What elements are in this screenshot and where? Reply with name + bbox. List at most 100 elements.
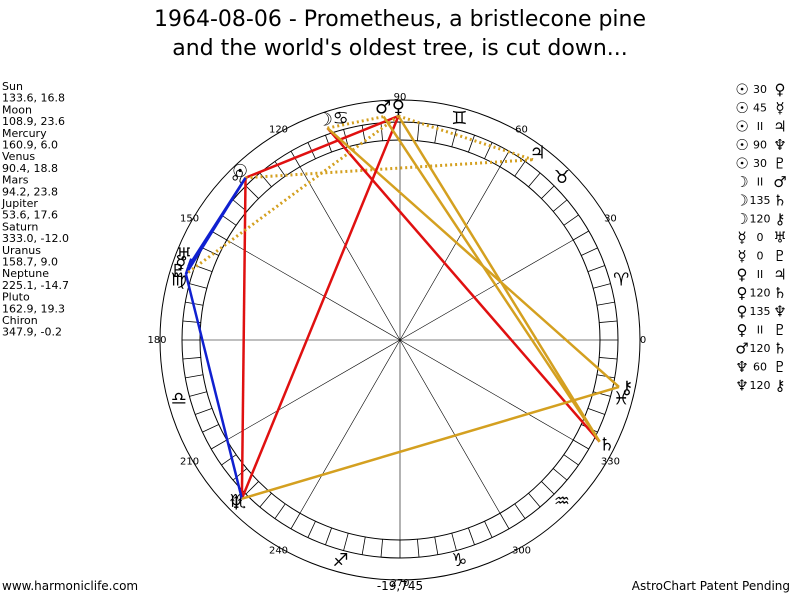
aspect-line <box>397 115 601 443</box>
aspect-line <box>245 114 399 179</box>
planet-glyph: ⚷ <box>620 378 633 399</box>
ring-tick <box>541 481 555 495</box>
ring-tick <box>259 492 272 508</box>
aspect-planet: ⚷ <box>775 210 786 228</box>
ring-tick <box>587 265 605 272</box>
ring-tick <box>380 539 383 558</box>
zodiac-sign: ♉ <box>554 167 570 188</box>
planet-coords: 225.1, -14.7 <box>2 279 69 292</box>
aspect-planet: ♆ <box>735 358 748 376</box>
planet-name: Sun <box>2 80 23 93</box>
zodiac-sign: ♋ <box>333 108 349 129</box>
planet-coords: 90.4, 18.8 <box>2 162 58 175</box>
title-line: and the world's oldest tree, is cut down… <box>172 36 628 61</box>
aspect-line <box>326 127 620 388</box>
planet-name: Uranus <box>2 244 41 257</box>
ring-tick <box>514 161 526 177</box>
aspect-planet: ♄ <box>773 340 786 358</box>
ring-tick <box>484 521 493 538</box>
spoke <box>299 339 401 514</box>
ring-tick <box>343 533 349 551</box>
aspect-line <box>184 177 247 275</box>
aspect-planet: ⚷ <box>775 377 786 395</box>
zodiac-sign: ♈ <box>613 270 629 291</box>
aspect-planet: ♆ <box>773 303 786 321</box>
planet-coords: 162.9, 19.3 <box>2 302 65 315</box>
planet-coords: 347.9, -0.2 <box>2 326 62 339</box>
degree-label: 240 <box>269 545 288 556</box>
aspect-angle: 0 <box>757 231 764 244</box>
ring-tick <box>202 424 219 433</box>
aspect-planet: ♆ <box>773 136 786 154</box>
planet-glyph: ☽ <box>317 110 333 131</box>
planet-coords: 53.6, 17.6 <box>2 209 58 222</box>
ring-tick <box>189 391 207 397</box>
aspect-planet: ♃ <box>773 266 786 284</box>
aspect-planet: ♇ <box>773 247 786 265</box>
footer-right: AstroChart Patent Pending <box>632 579 790 593</box>
spoke <box>226 339 401 441</box>
ring-tick <box>514 503 526 519</box>
spoke <box>226 239 401 341</box>
degree-label: 210 <box>180 457 199 468</box>
aspect-planet: ☿ <box>737 229 746 247</box>
ring-tick <box>563 214 579 226</box>
degree-label: 180 <box>147 335 166 346</box>
aspect-planet: ♆ <box>735 377 748 395</box>
aspect-planet: ♇ <box>773 358 786 376</box>
ring-tick <box>182 357 201 360</box>
ring-tick <box>563 454 579 466</box>
ring-tick <box>211 230 227 241</box>
planet-name: Jupiter <box>1 197 38 210</box>
spoke <box>399 339 501 514</box>
spoke <box>399 339 574 441</box>
planet-name: Mars <box>2 174 29 187</box>
ring-tick <box>290 513 301 529</box>
aspect-planet: ☽ <box>735 173 748 191</box>
ring-tick <box>528 172 541 188</box>
ring-tick <box>361 536 366 555</box>
aspect-planet: ♀ <box>737 266 748 284</box>
aspect-line <box>240 177 247 499</box>
planet-glyph: ♂ <box>375 98 391 119</box>
planet-name: Moon <box>2 103 32 116</box>
ring-tick <box>232 468 248 481</box>
aspect-angle: 90 <box>753 139 767 152</box>
degree-label: 90 <box>394 92 407 103</box>
planet-glyph: ☉ <box>232 161 248 182</box>
planet-glyph: ♅ <box>176 245 192 266</box>
planet-glyph: ♃ <box>530 142 546 163</box>
aspect-angle: 30 <box>753 157 767 170</box>
ring-tick <box>221 454 237 466</box>
planet-coords: 108.9, 23.6 <box>2 115 65 128</box>
aspect-planet: ♀ <box>775 81 786 99</box>
planet-name: Chiron <box>2 314 38 327</box>
zodiac-sign: ♒ <box>554 491 570 512</box>
ring-tick <box>185 374 204 379</box>
degree-label: 270 <box>390 578 409 589</box>
ring-tick <box>599 357 618 360</box>
aspect-planet: ☿ <box>737 247 746 265</box>
ring-tick <box>451 129 457 147</box>
ring-tick <box>189 283 207 289</box>
ring-tick <box>596 301 615 306</box>
aspect-angle: 135 <box>750 194 771 207</box>
ring-tick <box>528 492 541 508</box>
aspect-angle: 120 <box>750 379 771 392</box>
ring-tick <box>581 247 598 256</box>
aspect-angle: 0 <box>757 250 764 263</box>
aspect-angle: II <box>757 324 764 337</box>
aspect-planet: ♀ <box>737 303 748 321</box>
aspect-line <box>187 258 193 268</box>
aspect-angle: 120 <box>750 342 771 355</box>
aspect-planet: ☉ <box>735 81 748 99</box>
aspect-planet: ♄ <box>773 284 786 302</box>
aspect-angle: II <box>757 268 764 281</box>
aspect-planet: ♀ <box>737 321 748 339</box>
aspect-line <box>397 114 534 162</box>
ring-tick <box>468 527 475 545</box>
planet-glyph: ☿ <box>175 253 186 274</box>
aspect-line <box>245 158 534 180</box>
degree-label: 330 <box>601 457 620 468</box>
